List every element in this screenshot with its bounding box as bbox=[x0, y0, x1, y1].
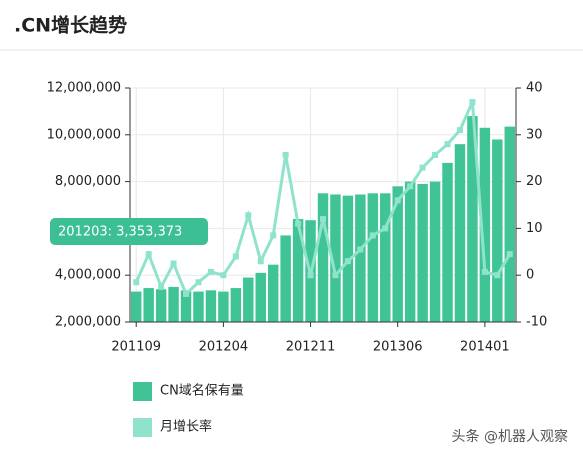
bar bbox=[168, 286, 179, 322]
point bbox=[307, 272, 314, 279]
point bbox=[444, 141, 451, 148]
bar bbox=[218, 291, 229, 322]
y2-tick-label: 10 bbox=[526, 221, 543, 236]
y-tick-label: 12,000,000 bbox=[47, 81, 121, 96]
y-tick-label: 8,000,000 bbox=[55, 174, 121, 189]
point bbox=[469, 99, 476, 106]
point bbox=[382, 225, 389, 232]
bar bbox=[504, 126, 516, 322]
bar bbox=[330, 194, 341, 322]
bar bbox=[479, 127, 491, 322]
point bbox=[270, 232, 277, 239]
point bbox=[407, 183, 414, 190]
point bbox=[133, 279, 140, 286]
point bbox=[419, 164, 426, 171]
point bbox=[257, 258, 264, 265]
point bbox=[195, 279, 202, 286]
bar bbox=[292, 219, 304, 322]
y2-tick-label: 40 bbox=[526, 81, 543, 96]
point bbox=[282, 151, 289, 158]
point bbox=[232, 253, 239, 260]
legend-swatch bbox=[133, 382, 152, 401]
bar bbox=[367, 193, 379, 322]
point bbox=[369, 232, 376, 239]
point bbox=[183, 290, 190, 297]
point bbox=[145, 251, 152, 258]
y2-tick-label: 20 bbox=[526, 174, 543, 189]
x-tick-label: 201109 bbox=[111, 340, 161, 355]
bar bbox=[143, 288, 154, 322]
point bbox=[357, 246, 364, 253]
y2-tick-label: 30 bbox=[526, 127, 543, 142]
bar bbox=[280, 235, 291, 322]
legend-label: 月增长率 bbox=[160, 419, 212, 435]
y-tick-label: 10,000,000 bbox=[47, 127, 121, 142]
point bbox=[494, 272, 501, 279]
point bbox=[481, 268, 488, 275]
bar bbox=[267, 264, 279, 322]
point bbox=[320, 216, 326, 223]
point bbox=[432, 151, 439, 158]
tooltip-text: 201203: 3,353,373 bbox=[58, 225, 182, 240]
point bbox=[394, 197, 401, 204]
point bbox=[332, 272, 339, 279]
x-tick-label: 201204 bbox=[199, 340, 249, 355]
y2-tick-label: -10 bbox=[526, 315, 547, 330]
legend-label: CN域名保有量 bbox=[160, 383, 244, 399]
point bbox=[456, 127, 463, 134]
bar bbox=[380, 193, 391, 322]
y2-tick-label: 0 bbox=[526, 268, 534, 283]
bar bbox=[429, 181, 441, 322]
y-tick-label: 4,000,000 bbox=[55, 268, 121, 283]
point bbox=[344, 258, 351, 265]
chart-title: .CN增长趋势 bbox=[14, 14, 127, 37]
marks bbox=[130, 99, 516, 322]
point bbox=[245, 212, 252, 219]
bar bbox=[255, 272, 266, 322]
point bbox=[170, 260, 177, 267]
bar bbox=[180, 290, 192, 322]
bar bbox=[193, 291, 204, 322]
bar bbox=[130, 291, 142, 322]
point bbox=[207, 268, 214, 275]
point bbox=[506, 251, 513, 258]
legend-swatch bbox=[133, 418, 152, 437]
point bbox=[295, 220, 302, 227]
bar bbox=[442, 162, 453, 322]
watermark: 头条 @机器人观察 bbox=[452, 428, 568, 445]
bar bbox=[155, 289, 167, 322]
bar bbox=[492, 139, 503, 322]
bar bbox=[417, 183, 428, 322]
point bbox=[220, 272, 227, 279]
y-tick-label: 2,000,000 bbox=[55, 315, 121, 330]
x-tick-label: 201401 bbox=[460, 340, 510, 355]
x-tick-label: 201306 bbox=[373, 340, 423, 355]
bar bbox=[230, 288, 242, 322]
bar bbox=[317, 193, 329, 322]
bar bbox=[243, 277, 254, 322]
x-tick-label: 201211 bbox=[286, 340, 336, 355]
bar bbox=[404, 181, 416, 322]
point bbox=[158, 283, 165, 290]
bar bbox=[454, 144, 466, 322]
tooltip-box bbox=[50, 218, 208, 245]
bar bbox=[467, 116, 478, 322]
bar bbox=[205, 290, 217, 322]
bar bbox=[392, 186, 403, 322]
bar bbox=[355, 194, 366, 322]
